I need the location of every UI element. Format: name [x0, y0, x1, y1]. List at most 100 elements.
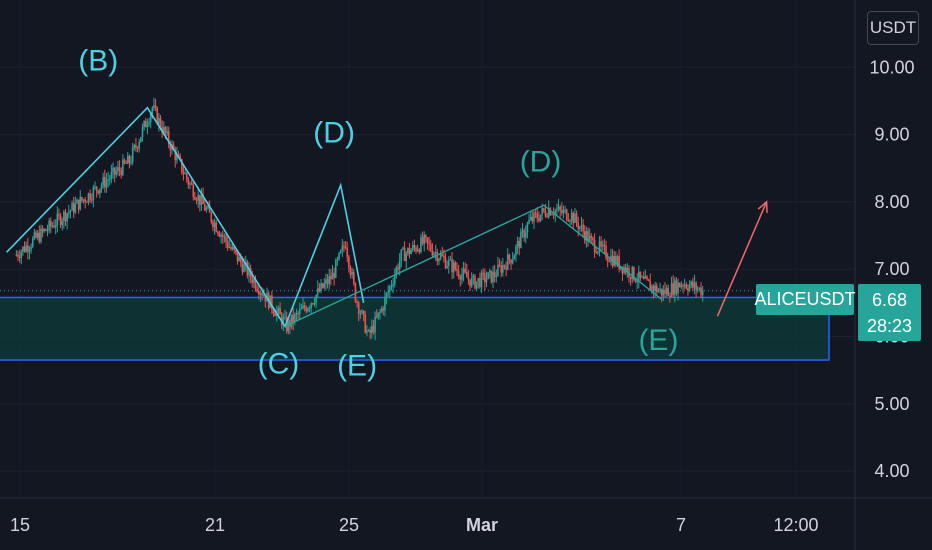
candle-body [657, 290, 660, 293]
candle-body [428, 242, 430, 244]
candle-body [359, 313, 362, 315]
candle-body [120, 170, 123, 175]
candle-body [500, 265, 503, 273]
candle-body [239, 256, 242, 263]
candle-body [367, 330, 370, 332]
candle-body [588, 235, 591, 242]
candle-body [670, 283, 673, 297]
currency-selector[interactable]: USDT [867, 11, 919, 45]
candle-body [534, 212, 537, 214]
candle-body [579, 226, 581, 229]
wave-line-secondary [284, 204, 663, 328]
elliott-wave-lines[interactable] [5, 106, 768, 329]
candle-body [438, 258, 440, 262]
candle-body [341, 245, 344, 251]
candle-body [362, 310, 365, 315]
candle-body [235, 250, 237, 252]
candle-body [510, 259, 512, 264]
candle-body [107, 179, 109, 181]
candle-body [185, 173, 188, 179]
candle-body [631, 266, 634, 279]
candle-body [443, 256, 445, 258]
candle-body [603, 244, 606, 246]
candle-body [569, 220, 571, 222]
candle-body [223, 236, 226, 238]
candle-body [682, 285, 684, 287]
candle-body [181, 159, 183, 173]
candle-body [436, 252, 439, 262]
candle-body [307, 308, 309, 312]
candle-body [690, 281, 693, 286]
support-zone-box [0, 296, 830, 361]
candle-body [485, 279, 488, 283]
candle-body [423, 235, 426, 244]
candle-body [665, 288, 668, 294]
candle-body [166, 131, 168, 134]
price-tick-label: 10.00 [869, 57, 914, 77]
candle-body [48, 220, 50, 231]
time-tick-label: Mar [466, 515, 498, 535]
candle-body [393, 275, 396, 285]
currency-label: USDT [869, 18, 917, 37]
candle-body [149, 113, 152, 123]
candle-body [118, 167, 121, 171]
candle-body [426, 237, 429, 243]
candle-series [15, 97, 704, 341]
candle-body [41, 228, 44, 232]
candle-body [439, 254, 442, 259]
candle-body [348, 256, 350, 268]
candle-body [158, 117, 160, 124]
candle-body [554, 210, 557, 215]
candle-body [425, 235, 427, 238]
candle-body [380, 308, 383, 312]
price-axis[interactable]: 10.009.008.007.006.005.004.00 [869, 57, 914, 481]
candle-body [284, 317, 286, 319]
candle-body [259, 293, 262, 295]
candle-body [287, 320, 290, 332]
candle-body [469, 279, 471, 287]
candle-body [528, 219, 530, 224]
candle-body [215, 222, 218, 232]
candle-body [562, 209, 565, 213]
candle-body [15, 254, 18, 256]
candle-body [303, 305, 306, 309]
candle-body [508, 254, 511, 260]
candle-body [546, 215, 548, 217]
candle-body [497, 264, 499, 277]
candle-body [400, 249, 403, 261]
candle-body [549, 208, 552, 215]
candle-body [452, 262, 455, 273]
candle-body [328, 276, 331, 284]
candle-body [480, 272, 483, 288]
candle-body [330, 276, 332, 280]
candle-body [687, 288, 689, 291]
price-tick-label: 5.00 [874, 394, 909, 414]
time-axis[interactable]: 15 21 25 Mar 7 12:00 [10, 515, 819, 535]
candle-body [36, 232, 39, 238]
candle-body [210, 212, 213, 222]
candle-body [167, 131, 170, 144]
candle-body [626, 267, 629, 273]
candle-body [213, 222, 216, 228]
candle-body [110, 172, 113, 179]
candle-body [559, 206, 561, 210]
candle-body [192, 184, 195, 197]
candle-body [523, 230, 525, 238]
candle-body [621, 266, 624, 274]
candle-body [99, 188, 101, 194]
support-zone[interactable] [0, 296, 830, 361]
candle-body [356, 301, 358, 303]
candle-body [177, 154, 180, 157]
candle-body [23, 246, 26, 252]
candle-body [90, 199, 93, 201]
candle-body [122, 159, 124, 175]
candle-body [346, 248, 349, 257]
price-tick-label: 4.00 [874, 461, 909, 481]
candle-body [199, 194, 201, 205]
candle-body [22, 246, 24, 252]
candle-body [46, 230, 49, 232]
candle-body [295, 313, 298, 315]
candle-body [312, 303, 314, 305]
projection-arrow-line [716, 201, 768, 317]
